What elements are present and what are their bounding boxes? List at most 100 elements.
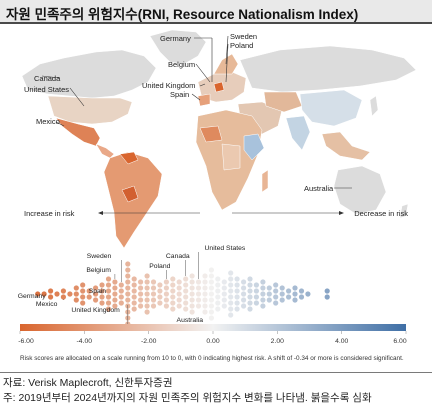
data-point — [157, 282, 163, 288]
greenland-shape — [149, 29, 207, 65]
data-point — [183, 288, 189, 294]
data-point — [73, 297, 79, 303]
data-point — [189, 285, 195, 291]
data-point — [105, 288, 112, 294]
data-point — [253, 294, 259, 300]
source-line: 자료: Verisk Maplecroft, 신한투자증권 — [3, 377, 173, 389]
data-point — [144, 303, 150, 309]
page-title: 자원 민족주의 위험지수(RNI, Resource Nationalism I… — [6, 7, 359, 22]
data-point — [138, 303, 144, 309]
data-point — [253, 282, 259, 288]
data-point — [112, 291, 118, 297]
data-point — [253, 288, 259, 294]
data-point — [112, 297, 118, 303]
data-point — [99, 294, 105, 300]
data-point — [241, 297, 247, 303]
data-point — [202, 279, 208, 285]
data-point — [228, 312, 234, 318]
data-point — [260, 297, 266, 303]
data-point — [112, 279, 118, 285]
data-point — [298, 294, 305, 300]
data-point — [150, 291, 157, 297]
west-africa-shape — [199, 125, 223, 143]
data-point — [260, 279, 266, 285]
footer: 자료: Verisk Maplecroft, 신한투자증권 주: 2019년부터… — [0, 372, 432, 405]
data-point — [221, 291, 227, 297]
data-point — [215, 306, 221, 312]
data-point — [208, 267, 214, 273]
data-point — [60, 288, 66, 294]
data-point — [48, 294, 54, 300]
data-point — [215, 288, 221, 294]
decrease-arrowhead — [339, 211, 344, 215]
data-point — [273, 294, 279, 300]
data-point — [138, 285, 144, 291]
data-point — [202, 303, 208, 309]
russia-shape — [239, 45, 417, 93]
data-point — [157, 288, 163, 294]
east-africa-shape — [243, 133, 265, 161]
data-point — [125, 273, 131, 279]
data-point — [144, 285, 150, 291]
map-label-belgium: Belgium — [168, 60, 195, 69]
note-line: 주: 2019년부터 2024년까지의 자원 민족주의 위험지수 변화를 나타냄… — [3, 392, 372, 404]
data-point — [138, 297, 144, 303]
data-point — [150, 285, 157, 291]
data-point — [266, 291, 272, 297]
data-point — [99, 288, 105, 294]
data-point — [202, 291, 208, 297]
data-point — [105, 282, 112, 288]
data-point — [118, 300, 124, 306]
data-point — [176, 285, 182, 291]
data-point — [86, 288, 92, 294]
color-scale-ticks: -6.00 -4.00 -2.00 0.00 2.00 4.00 6.00 — [18, 331, 407, 345]
data-point — [80, 282, 86, 288]
map-label-united-kingdom: United Kingdom — [142, 81, 195, 90]
data-point — [99, 282, 105, 288]
data-point — [131, 288, 137, 294]
data-point — [189, 309, 195, 315]
belgium-leader — [195, 63, 211, 83]
data-point — [183, 306, 189, 312]
data-point — [150, 279, 157, 285]
data-point — [260, 285, 266, 291]
data-point — [118, 282, 124, 288]
united-states-leader — [69, 87, 85, 107]
data-point — [228, 288, 234, 294]
data-point — [221, 297, 227, 303]
data-point — [247, 294, 253, 300]
data-point — [93, 285, 99, 291]
data-point — [144, 273, 150, 279]
data-point — [54, 291, 60, 297]
spain-leader — [191, 93, 201, 101]
data-point — [112, 285, 118, 291]
scale-tick-label: 2.00 — [271, 338, 284, 345]
scale-tick-label: 6.00 — [393, 338, 406, 345]
data-point — [215, 300, 221, 306]
mexico-shape — [55, 117, 101, 147]
new-zealand-shape — [399, 203, 409, 219]
data-point — [125, 285, 131, 291]
data-point — [279, 285, 285, 291]
data-point — [144, 279, 150, 285]
data-point — [247, 306, 253, 312]
data-point — [324, 294, 330, 300]
data-point — [131, 300, 137, 306]
data-point — [93, 297, 99, 303]
figure-svg: Germany Sweden Poland Canada United Stat… — [18, 29, 417, 362]
data-point — [163, 279, 169, 285]
header: 자원 민족주의 위험지수(RNI, Resource Nationalism I… — [0, 0, 432, 24]
map-labels: Germany Sweden Poland Canada United Stat… — [24, 32, 334, 193]
data-point — [273, 282, 279, 288]
data-point — [241, 303, 247, 309]
central-asia-shape — [263, 91, 303, 113]
data-point — [176, 279, 182, 285]
data-point — [228, 270, 234, 276]
data-point — [138, 291, 144, 297]
data-point — [80, 288, 86, 294]
data-point — [183, 276, 189, 282]
data-point — [131, 294, 137, 300]
data-point — [292, 297, 298, 303]
data-point — [266, 285, 272, 291]
